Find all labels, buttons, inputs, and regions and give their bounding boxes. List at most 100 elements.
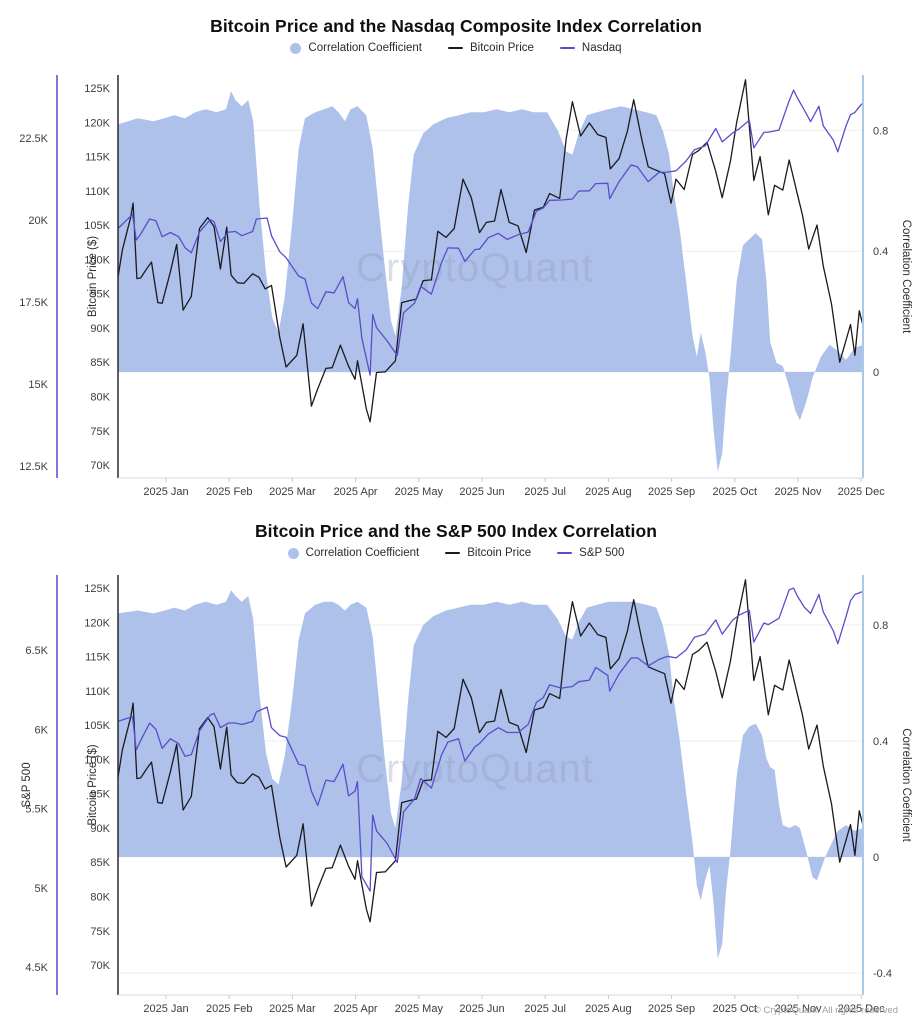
legend-label: Correlation Coefficient — [305, 547, 420, 559]
x-tick-label: 2025 Aug — [585, 1003, 632, 1015]
x-tick-label: 2025 Sep — [648, 1003, 695, 1015]
bitcoin-tick-label: 105K — [84, 720, 110, 732]
x-tick-label: 2025 Jul — [524, 1003, 566, 1015]
copyright-text: © CryptoQuant. All rights reserved — [753, 1005, 898, 1016]
x-tick-label: 2025 Jan — [143, 1003, 188, 1015]
index-tick-label: 5K — [35, 883, 49, 895]
legend-label: S&P 500 — [579, 547, 625, 559]
legend: Correlation Coefficient Bitcoin Price Na… — [0, 42, 912, 54]
watermark: CryptoQuant — [356, 246, 594, 290]
bitcoin-tick-label: 95K — [90, 289, 110, 301]
bitcoin-line-swatch-icon — [448, 46, 463, 50]
correlation-axis-title: Correlation Coefficient — [900, 728, 912, 842]
bitcoin-tick-label: 70K — [90, 460, 110, 472]
nasdaq-chart-canvas: CryptoQuant 2025 Jan 2025 Feb 2025 Mar 2025 … — [19, 75, 912, 498]
legend: Correlation Coefficient Bitcoin Price S&… — [0, 547, 912, 559]
legend-label: Bitcoin Price — [470, 42, 534, 54]
index-tick-label: 5.5K — [25, 804, 48, 816]
correlation-tick-label: 0 — [873, 367, 879, 379]
right-tick-labels: 0.8 0.4 0 — [873, 125, 888, 379]
bitcoin-price-line — [117, 579, 864, 923]
bitcoin-tick-label: 90K — [90, 823, 110, 835]
index-tick-label: 15K — [28, 379, 48, 391]
correlation-swatch-icon — [290, 42, 302, 54]
x-tick-label: 2025 Mar — [269, 1003, 316, 1015]
right-tick-labels: 0.8 0.4 0 -0.4 — [873, 620, 892, 980]
bitcoin-tick-label: 75K — [90, 926, 110, 938]
legend-item-bitcoin: Bitcoin Price — [445, 547, 531, 559]
bitcoin-tick-label: 95K — [90, 789, 110, 801]
bitcoin-tick-label: 125K — [84, 83, 110, 95]
index-tick-label: 20K — [28, 215, 48, 227]
bitcoin-line-swatch-icon — [445, 551, 461, 555]
correlation-axis-title: Correlation Coefficient — [900, 220, 912, 334]
correlation-tick-label: 0.4 — [873, 246, 888, 258]
x-tick-label: 2025 Nov — [774, 1003, 822, 1015]
bitcoin-price-line — [117, 79, 864, 423]
correlation-area — [118, 590, 864, 959]
x-tick-label: 2025 May — [395, 486, 444, 498]
chart-title: Bitcoin Price and the S&P 500 Index Corr… — [254, 521, 658, 541]
x-axis-ticks: 2025 Jan 2025 Feb 2025 Mar 2025 Apr 2025 May… — [143, 995, 885, 1015]
bitcoin-axis-title: Bitcoin Price ($) — [87, 744, 99, 825]
sp500-line-swatch-icon — [557, 551, 573, 555]
x-tick-label: 2025 Dec — [838, 486, 886, 498]
x-tick-label: 2025 Oct — [712, 1003, 757, 1015]
x-tick-label: 2025 Nov — [774, 486, 822, 498]
legend-label: Correlation Coefficient — [308, 42, 422, 54]
index-line — [117, 587, 864, 892]
bitcoin-axis-title: Bitcoin Price ($) — [87, 236, 99, 317]
bitcoin-tick-label: 125K — [84, 583, 110, 595]
correlation-tick-label: 0.8 — [873, 620, 888, 632]
x-tick-label: 2025 Apr — [334, 1003, 378, 1015]
x-axis-ticks: 2025 Jan 2025 Feb 2025 Mar 2025 Apr 2025 May… — [143, 478, 885, 498]
index-tick-label: 12.5K — [19, 461, 48, 473]
x-tick-label: 2025 May — [395, 1003, 444, 1015]
legend-item-index: S&P 500 — [557, 547, 624, 559]
legend-item-correlation: Correlation Coefficient — [287, 547, 420, 559]
x-tick-label: 2025 Jun — [459, 1003, 504, 1015]
index-tick-label: 4.5K — [25, 962, 48, 974]
x-tick-label: 2025 Sep — [648, 486, 695, 498]
chart-title: Bitcoin Price and the Nasdaq Composite I… — [210, 16, 702, 36]
correlation-tick-label: 0.8 — [873, 125, 888, 137]
x-tick-label: 2025 Mar — [269, 486, 316, 498]
x-tick-label: 2025 Jun — [459, 486, 504, 498]
bitcoin-tick-label: 75K — [90, 426, 110, 438]
bitcoin-tick-label: 115K — [85, 652, 111, 664]
left-outer-axis-title: S&P 500 — [21, 762, 33, 807]
bitcoin-tick-label: 85K — [90, 857, 110, 869]
index-tick-label: 22.5K — [19, 133, 48, 145]
nasdaq-correlation-chart: CryptoQuant 2025 Jan 2025 Feb 2025 Mar 2025 … — [0, 0, 912, 505]
legend-label: Nasdaq — [581, 42, 622, 54]
bitcoin-tick-label: 85K — [90, 357, 110, 369]
bitcoin-tick-label: 115K — [85, 152, 111, 164]
correlation-tick-label: -0.4 — [873, 968, 892, 980]
bitcoin-tick-label: 105K — [84, 220, 110, 232]
legend-item-bitcoin: Bitcoin Price — [448, 42, 534, 54]
x-tick-label: 2025 Oct — [712, 486, 757, 498]
correlation-tick-label: 0.4 — [873, 736, 888, 748]
bitcoin-tick-label: 70K — [90, 960, 110, 972]
x-tick-label: 2025 Aug — [585, 486, 632, 498]
left-inner-tick-labels: 125K 120K 115K 110K 105K 100K 95K 90K 85K 80K 75K 7… — [84, 583, 110, 972]
bitcoin-tick-label: 100K — [84, 754, 110, 766]
bitcoin-tick-label: 120K — [84, 117, 110, 129]
x-tick-label: 2025 Jan — [143, 486, 188, 498]
correlation-swatch-icon — [287, 547, 299, 559]
bitcoin-tick-label: 90K — [90, 323, 110, 335]
bitcoin-tick-label: 100K — [84, 254, 110, 266]
bitcoin-tick-label: 110K — [85, 686, 111, 698]
index-line — [117, 89, 864, 376]
x-tick-label: 2025 Dec — [838, 1003, 886, 1015]
x-tick-label: 2025 Feb — [206, 486, 252, 498]
legend-item-correlation: Correlation Coefficient — [290, 42, 422, 54]
left-outer-tick-labels: 6.5K 6K 5.5K 5K 4.5K — [25, 645, 48, 974]
nasdaq-line-swatch-icon — [559, 46, 575, 50]
correlation-area — [118, 91, 864, 472]
correlation-tick-label: 0 — [873, 852, 879, 864]
bitcoin-tick-label: 80K — [90, 891, 110, 903]
bitcoin-tick-label: 120K — [84, 617, 110, 629]
sp500-correlation-chart: CryptoQuant 2025 Jan 2025 Feb 2025 Mar 2025 … — [0, 505, 912, 1024]
